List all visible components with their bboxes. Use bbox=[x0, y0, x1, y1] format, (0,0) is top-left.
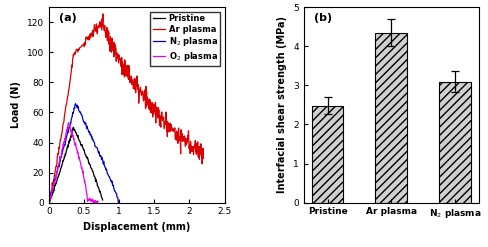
O$_2$ plasma bbox=[46, 201, 52, 204]
Pristine bbox=[55, 176, 61, 179]
Text: (b): (b) bbox=[313, 13, 331, 23]
Ar plasma bbox=[195, 152, 201, 155]
N$_2$ plasma bbox=[62, 143, 68, 146]
Ar plasma bbox=[100, 12, 106, 15]
N$_2$ plasma bbox=[63, 137, 69, 140]
Bar bbox=[311, 106, 343, 203]
N$_2$ plasma bbox=[59, 152, 65, 155]
N$_2$ plasma bbox=[75, 105, 81, 108]
O$_2$ plasma bbox=[69, 133, 75, 136]
O$_2$ plasma bbox=[69, 132, 75, 135]
Ar plasma bbox=[122, 62, 128, 65]
O$_2$ plasma bbox=[71, 139, 77, 142]
Pristine bbox=[98, 192, 103, 195]
Legend: Pristine, Ar plasma, N$_2$ plasma, O$_2$ plasma: Pristine, Ar plasma, N$_2$ plasma, O$_2$… bbox=[150, 12, 220, 65]
N$_2$ plasma bbox=[52, 180, 58, 183]
Ar plasma bbox=[46, 199, 52, 202]
Line: Ar plasma: Ar plasma bbox=[49, 14, 203, 203]
Ar plasma bbox=[176, 134, 182, 137]
N$_2$ plasma bbox=[72, 107, 78, 110]
N$_2$ plasma bbox=[46, 201, 52, 204]
Pristine bbox=[51, 189, 57, 192]
Ar plasma bbox=[106, 43, 112, 46]
Pristine bbox=[63, 152, 69, 155]
Pristine bbox=[47, 200, 53, 203]
Ar plasma bbox=[52, 169, 58, 172]
Ar plasma bbox=[200, 157, 206, 160]
Y-axis label: Load (N): Load (N) bbox=[11, 82, 21, 128]
O$_2$ plasma bbox=[53, 178, 59, 181]
Text: (a): (a) bbox=[60, 13, 77, 23]
Y-axis label: Interfacial shear strength (MPa): Interfacial shear strength (MPa) bbox=[277, 17, 287, 193]
Ar plasma bbox=[46, 201, 52, 204]
O$_2$ plasma bbox=[65, 121, 71, 124]
Bar bbox=[375, 33, 407, 203]
O$_2$ plasma bbox=[64, 129, 70, 132]
X-axis label: Displacement (mm): Displacement (mm) bbox=[83, 222, 190, 232]
Line: N$_2$ plasma: N$_2$ plasma bbox=[49, 104, 119, 203]
O$_2$ plasma bbox=[89, 199, 95, 202]
N$_2$ plasma bbox=[116, 201, 122, 204]
Bar bbox=[438, 82, 470, 203]
Line: O$_2$ plasma: O$_2$ plasma bbox=[49, 123, 98, 203]
Line: Pristine: Pristine bbox=[49, 127, 102, 203]
O$_2$ plasma bbox=[95, 200, 101, 203]
Pristine bbox=[46, 200, 52, 203]
Ar plasma bbox=[129, 83, 135, 86]
N$_2$ plasma bbox=[73, 102, 79, 105]
Pristine bbox=[92, 180, 98, 183]
